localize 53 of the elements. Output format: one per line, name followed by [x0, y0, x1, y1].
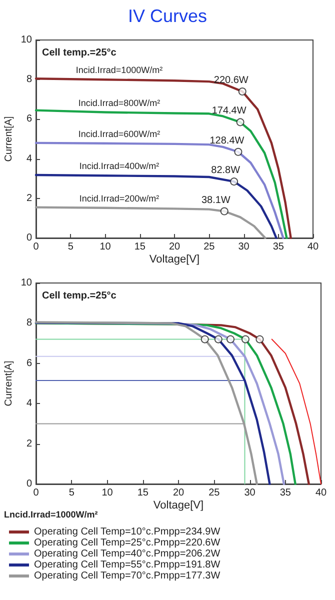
legend-label: Operating Cell Temp=55°c.Pmpp=191.8W — [34, 560, 221, 570]
annotation: 220.6W — [214, 74, 249, 86]
x-tick-label: 25 — [204, 242, 216, 252]
legend-label: Operating Cell Temp=40°c.Pmpp=206.2W — [34, 548, 221, 560]
x-tick-label: 40 — [315, 488, 327, 498]
legend-label: Operating Cell Temp=25°c.Pmpp=220.6W — [34, 538, 221, 548]
series-label: Incid.Irrad=600W/m² — [78, 128, 160, 139]
series-label: Incid.Irrad=400w/m² — [79, 161, 160, 172]
x-tick-label: 35 — [272, 242, 284, 252]
x-tick-label: 0 — [33, 488, 40, 498]
y-tick-label: 8 — [26, 318, 32, 329]
y-tick-label: 4 — [26, 153, 32, 164]
series-label: Incid.Irrad=800W/m² — [78, 98, 160, 108]
y-axis-title: Current[A] — [4, 360, 14, 406]
x-axis-title: Voltage[V] — [149, 254, 200, 266]
y-tick-label: 6 — [26, 358, 32, 369]
series-label: Incid.Irrad=200w/m² — [79, 193, 160, 204]
annotation: Cell temp.=25°c — [42, 290, 117, 302]
y-tick-label: 4 — [26, 398, 32, 410]
x-axis-title: Voltage[V] — [153, 500, 204, 512]
x-tick-label: 40 — [307, 242, 319, 252]
legend-label: Operating Cell Temp=10°c.Pmpp=234.9W — [34, 526, 221, 538]
x-tick-label: 30 — [244, 488, 256, 498]
x-tick-label: 30 — [238, 242, 250, 252]
x-tick-label: 20 — [172, 488, 184, 498]
y-axis-title: Current[A] — [4, 116, 14, 162]
x-tick-label: 5 — [68, 488, 75, 498]
y-tick-label: 0 — [26, 232, 32, 244]
x-tick-label: 15 — [134, 242, 146, 252]
y-tick-label: 2 — [26, 438, 32, 450]
chart-title: IV Curves — [128, 6, 208, 26]
x-tick-label: 10 — [102, 488, 114, 498]
y-tick-label: 10 — [20, 34, 32, 46]
x-tick-label: 10 — [100, 242, 112, 252]
x-tick-label: 0 — [33, 242, 40, 252]
legend-label: Operating Cell Temp=70°c.Pmpp=177.3W — [34, 570, 221, 582]
legend-title: Lncid.Irrad=1000W/m² — [4, 510, 98, 520]
x-tick-label: 35 — [280, 488, 292, 498]
series-label: Incid.Irrad=1000W/m² — [76, 65, 163, 76]
x-tick-label: 5 — [68, 242, 74, 252]
x-tick-label: 15 — [137, 488, 149, 498]
annotation: Cell temp.=25°c — [42, 48, 117, 58]
annotation: 38.1W — [201, 194, 231, 206]
y-tick-label: 6 — [26, 114, 32, 125]
annotation: 82.8W — [211, 165, 241, 176]
y-tick-label: 10 — [20, 278, 32, 288]
x-tick-label: 25 — [208, 488, 220, 498]
x-tick-label: 20 — [168, 242, 180, 252]
y-tick-label: 0 — [26, 478, 32, 490]
y-tick-label: 2 — [26, 192, 32, 204]
y-tick-label: 8 — [26, 74, 32, 86]
annotation: 128.4W — [210, 135, 245, 146]
annotation: 174.4W — [212, 106, 247, 117]
